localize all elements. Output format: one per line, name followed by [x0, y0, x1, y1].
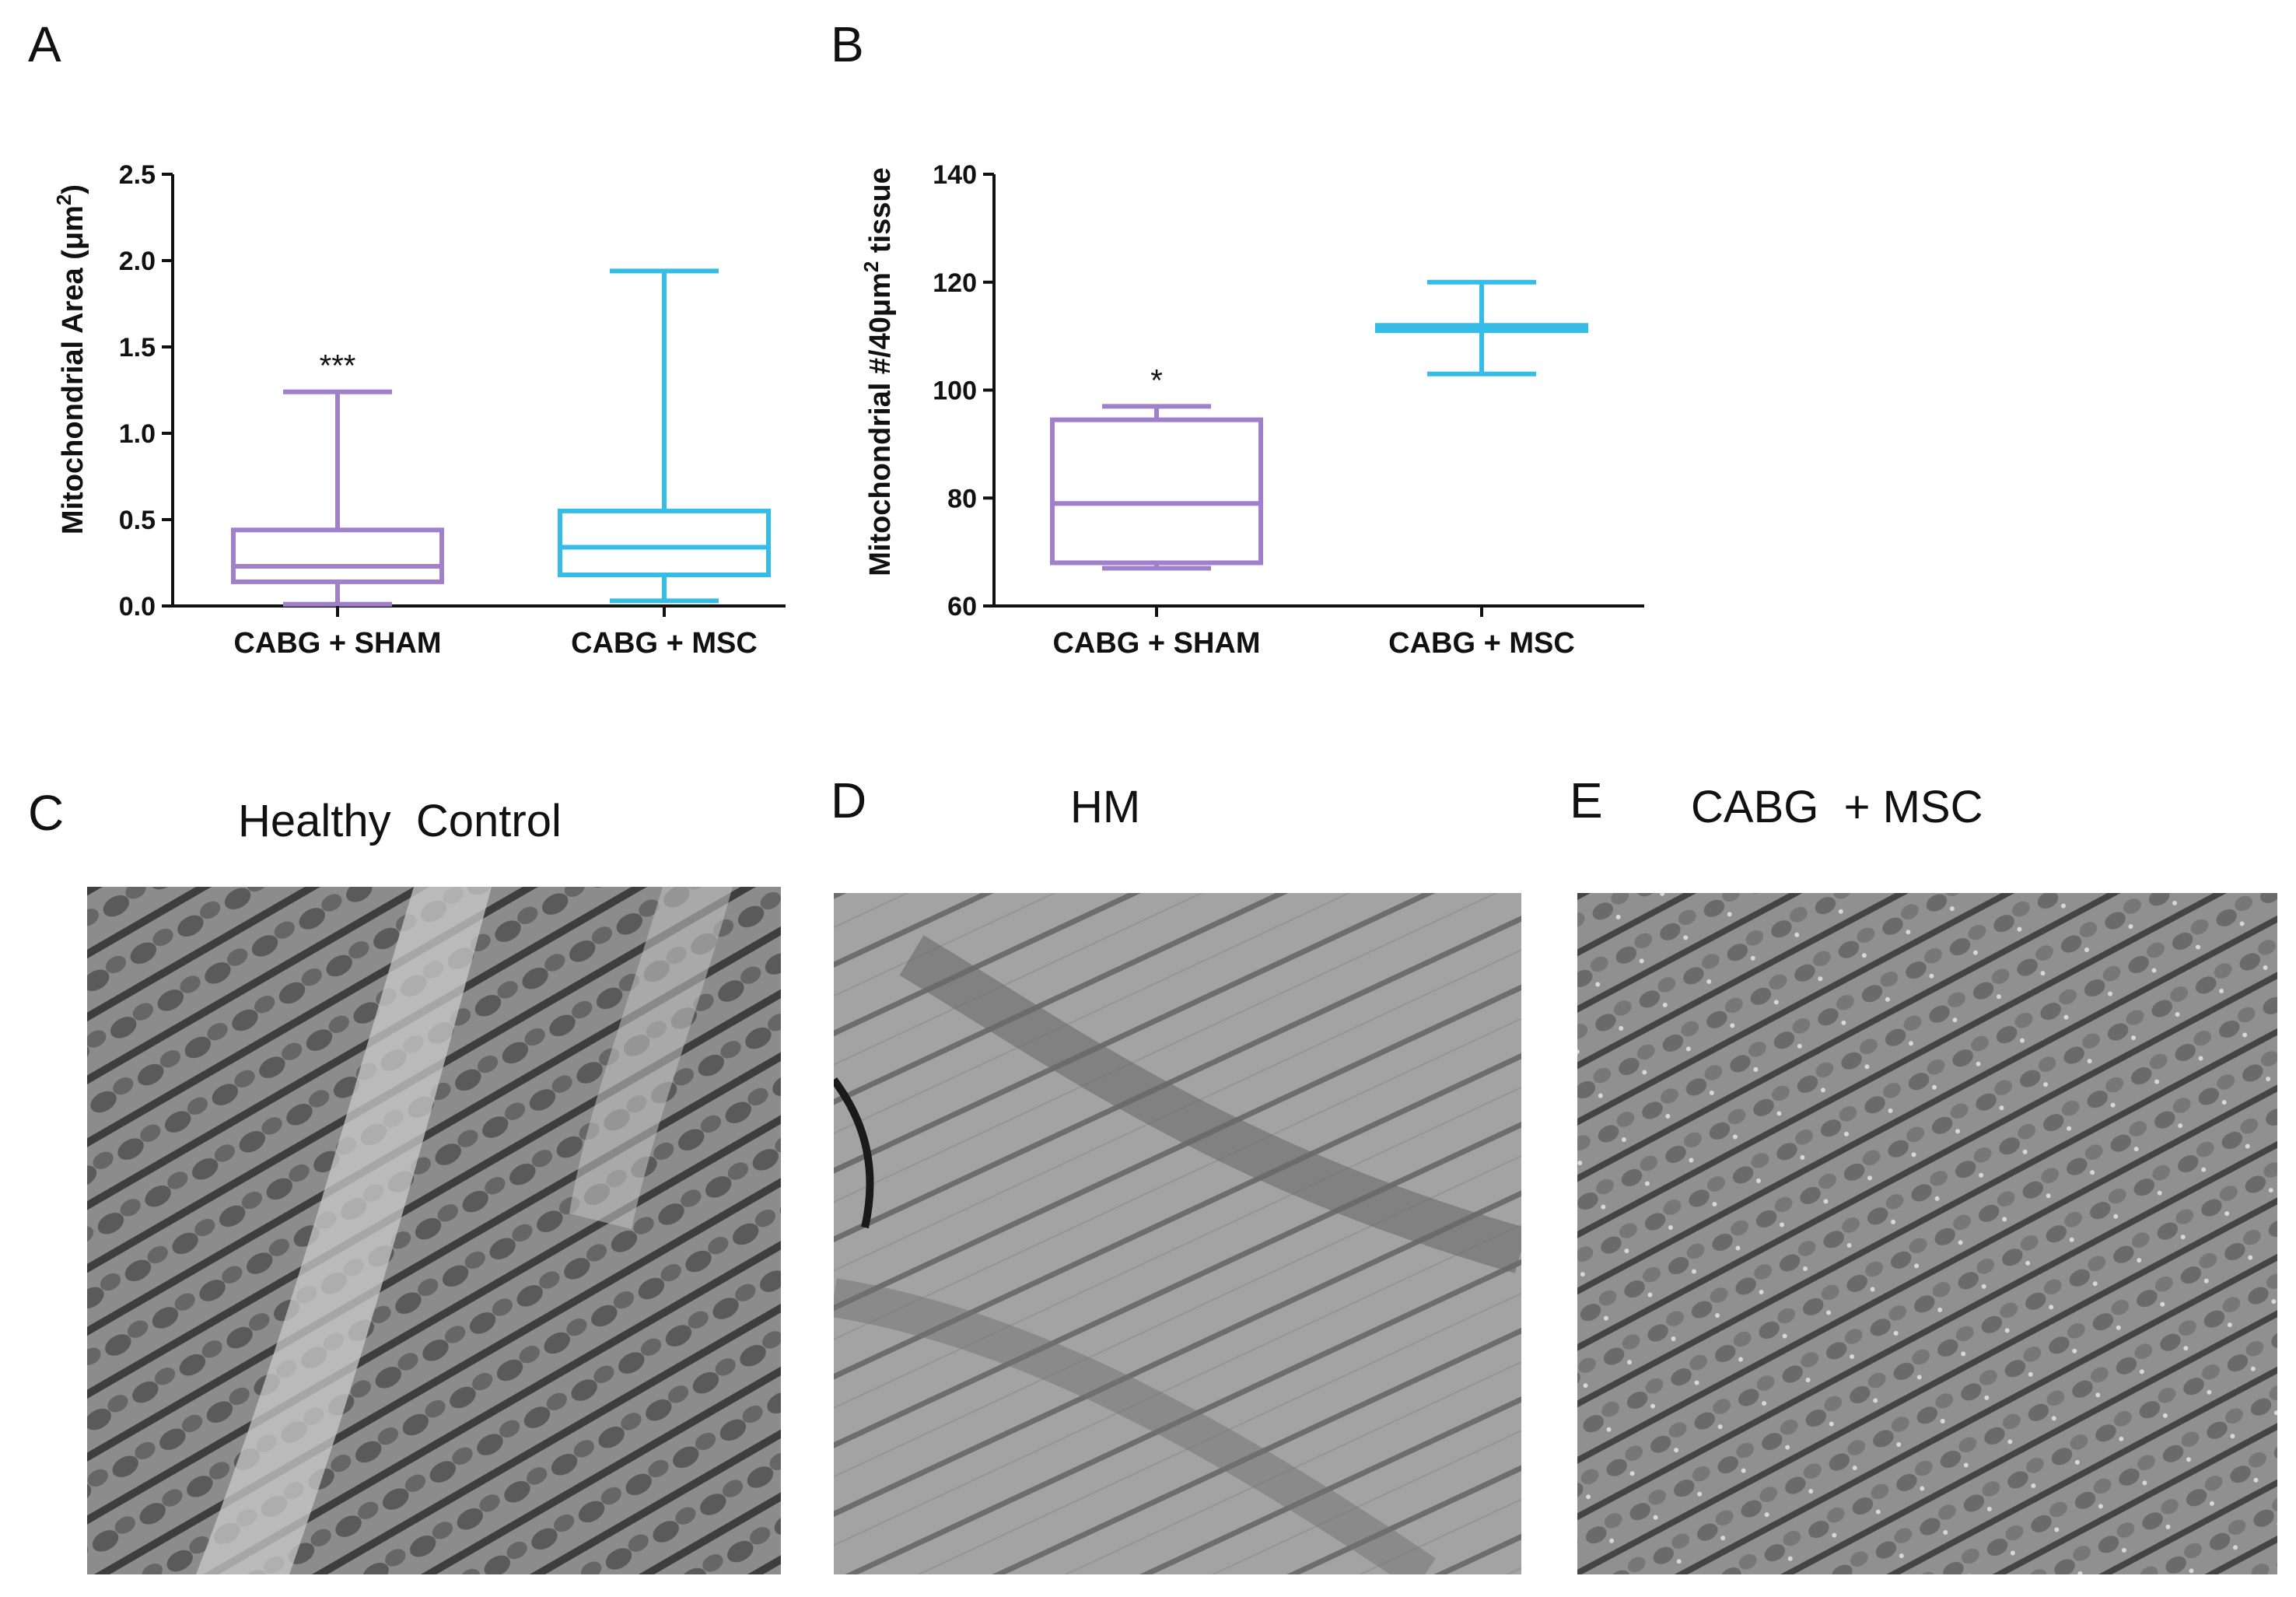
chart-a-ytick-label: 1.5 [119, 333, 156, 362]
chart-b-ytick-label: 120 [933, 268, 977, 298]
micrograph-cabg-msc-texture [1577, 893, 2277, 1574]
micrograph-cabg-msc [1577, 893, 2277, 1574]
chart-b-ytick-label: 80 [947, 484, 977, 513]
micrograph-healthy-control-texture [87, 887, 781, 1574]
chart-a-ytick-label: 1.0 [119, 419, 156, 449]
chart-a-ytick-label: 2.0 [119, 247, 156, 276]
chart-a-xtick-label: CABG + SHAM [233, 627, 441, 660]
panel-title-d: HM [1070, 782, 1141, 832]
chart-b-axes [992, 174, 1644, 608]
chart-b-yticks: 60 80 100 120 140 [933, 160, 994, 622]
chart-b-xtick-label: CABG + MSC [1388, 627, 1575, 660]
chart-a-mitochondrial-area: Mitochondrial Area (μm2) 0.0 0.5 1.0 1.5 2.0… [52, 160, 786, 660]
panel-letter-c: C [28, 785, 65, 841]
panel-title-e: CABG + MSC [1691, 782, 1983, 832]
chart-a-boxes: *** [231, 268, 771, 607]
chart-b-mitochondrial-count: Mitochondrial #/40μm2 tissue 60 80 100 120 1… [862, 160, 1644, 660]
chart-b-ylabel: Mitochondrial #/40μm2 tissue [862, 167, 897, 576]
chart-a-significance: *** [320, 349, 356, 383]
chart-a-box [558, 508, 771, 578]
micrograph-healthy-control [87, 887, 781, 1574]
chart-b-boxes: * [1050, 279, 1588, 571]
chart-a-ytick-label: 2.5 [119, 160, 156, 190]
chart-b-xticks: CABG + SHAM CABG + MSC [1052, 606, 1575, 660]
micrograph-hm-texture [834, 893, 1521, 1574]
chart-a-axes [171, 174, 786, 608]
chart-b-significance: * [1150, 363, 1163, 397]
micrograph-hm [834, 893, 1521, 1574]
chart-a-ytick-label: 0.0 [119, 592, 156, 622]
chart-b-box [1050, 417, 1263, 566]
chart-b-ytick-label: 100 [933, 376, 977, 406]
chart-a-ylabel: Mitochondrial Area (μm2) [52, 184, 89, 534]
chart-a-xtick-label: CABG + MSC [571, 627, 758, 660]
chart-a-xticks: CABG + SHAM CABG + MSC [233, 606, 758, 660]
chart-a-yticks: 0.0 0.5 1.0 1.5 2.0 2.5 [119, 160, 173, 622]
panel-letter-d: D [831, 772, 867, 828]
panel-letter-b: B [831, 16, 864, 72]
chart-b-ytick-label: 60 [947, 592, 977, 622]
chart-a-box [231, 527, 444, 584]
panel-letter-a: A [28, 16, 61, 72]
panel-letter-e: E [1570, 772, 1603, 828]
panel-title-c: Healthy Control [238, 796, 562, 846]
chart-b-ytick-label: 140 [933, 160, 977, 190]
chart-b-xtick-label: CABG + SHAM [1052, 627, 1260, 660]
chart-a-ytick-label: 0.5 [119, 506, 156, 535]
